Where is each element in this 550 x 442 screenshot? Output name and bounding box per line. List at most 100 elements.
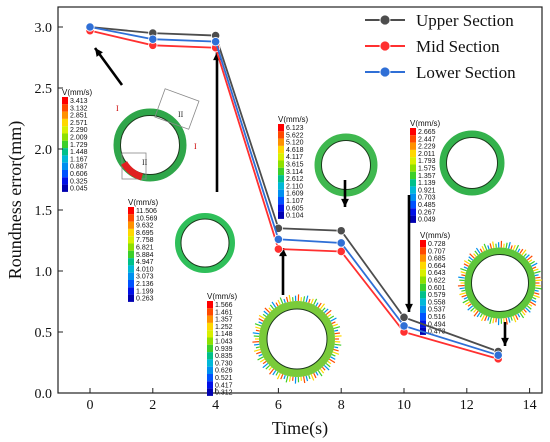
velocity-spike	[463, 300, 469, 303]
velocity-spike	[253, 333, 260, 334]
velocity-spike	[260, 359, 265, 362]
velocity-spike	[255, 324, 261, 326]
velocity-spike	[259, 322, 263, 324]
velocity-spike	[306, 376, 307, 381]
velocity-spike	[254, 344, 259, 345]
colorbar-value: 1.252	[215, 324, 233, 331]
colorbar-swatch	[278, 153, 284, 160]
colorbar-swatch	[278, 197, 284, 204]
colorbar-value: 0.626	[215, 368, 233, 375]
velocity-spike	[518, 314, 520, 317]
colorbar-title: V(mm/s)	[420, 231, 451, 240]
inset-4: V(mm/s)6.1235.6225.1204.6184.1173.6153.1…	[278, 115, 374, 220]
velocity-spike	[309, 299, 310, 303]
data-point	[86, 23, 94, 31]
colorbar-value: 1.609	[286, 191, 304, 198]
legend-label: Mid Section	[416, 37, 500, 56]
velocity-spike	[272, 302, 276, 308]
velocity-spike	[306, 296, 308, 302]
velocity-spike	[256, 330, 260, 331]
colorbar-value: 1.107	[286, 198, 304, 205]
colorbar-swatch	[62, 177, 68, 184]
velocity-spike	[324, 309, 328, 313]
colorbar-swatch	[62, 170, 68, 177]
colorbar-value: 1.729	[70, 142, 88, 149]
legend-label: Lower Section	[416, 63, 516, 82]
velocity-spike	[474, 309, 477, 312]
colorbar-swatch	[207, 301, 213, 308]
colorbar-value: 0.485	[418, 202, 436, 209]
colorbar-value: 1.461	[215, 309, 233, 316]
colorbar-swatch	[128, 265, 134, 272]
colorbar-swatch	[410, 216, 416, 223]
colorbar-swatch	[278, 190, 284, 197]
colorbar-title: V(mm/s)	[128, 198, 159, 207]
data-point	[274, 245, 282, 253]
colorbar-swatch	[128, 207, 134, 214]
legend-entry: Lower Section	[365, 63, 516, 82]
legend-label: Upper Section	[416, 11, 514, 30]
legend-marker	[380, 15, 390, 25]
colorbar-value: 0.728	[428, 241, 446, 248]
colorbar-swatch	[128, 229, 134, 236]
colorbar-swatch	[128, 295, 134, 302]
colorbar-swatch	[128, 244, 134, 251]
colorbar-value: 5.884	[136, 252, 154, 259]
velocity-spike	[524, 254, 527, 257]
velocity-spike	[286, 376, 288, 382]
arrow	[213, 52, 221, 192]
colorbar-value: 0.921	[418, 187, 436, 194]
colorbar-value: 2.665	[418, 129, 436, 136]
velocity-spike	[332, 354, 336, 356]
data-point	[211, 37, 219, 45]
x-tick-label: 2	[149, 398, 156, 413]
colorbar-value: 3.413	[70, 98, 88, 105]
data-point	[337, 239, 345, 247]
velocity-spike	[490, 317, 492, 323]
velocity-spike	[311, 299, 313, 304]
velocity-spike	[464, 267, 468, 269]
velocity-spike	[259, 319, 264, 322]
colorbar-value: 5.622	[286, 132, 304, 139]
velocity-spike	[289, 376, 290, 381]
velocity-spike	[284, 299, 285, 303]
colorbar-swatch	[410, 135, 416, 142]
velocity-spike	[511, 317, 512, 321]
velocity-spike	[474, 254, 477, 257]
velocity-spike	[332, 322, 336, 324]
velocity-spike	[480, 249, 482, 252]
region-label: I	[116, 104, 119, 113]
velocity-spike	[263, 314, 266, 316]
data-point	[337, 247, 345, 255]
colorbar-value: 7.758	[136, 237, 154, 244]
colorbar-value: 3.073	[136, 274, 154, 281]
velocity-spike	[513, 316, 515, 322]
velocity-spike	[527, 306, 531, 309]
velocity-spike	[277, 373, 280, 379]
velocity-spike	[334, 347, 338, 348]
colorbar-swatch	[410, 143, 416, 150]
colorbar-value: 3.615	[286, 162, 304, 169]
velocity-spike	[269, 308, 272, 311]
colorbar-swatch	[420, 306, 426, 313]
arrow-head	[405, 304, 413, 312]
colorbar-swatch	[62, 155, 68, 162]
velocity-spike	[471, 308, 475, 312]
ring-section	[468, 251, 532, 315]
velocity-spike	[535, 275, 539, 276]
velocity-spike	[304, 376, 305, 383]
velocity-spike	[511, 245, 512, 249]
colorbar-swatch	[420, 240, 426, 247]
colorbar-value: 6.821	[136, 245, 154, 252]
velocity-spike	[532, 297, 536, 299]
velocity-spike	[304, 296, 305, 301]
colorbar-value: 0.325	[70, 178, 88, 185]
colorbar-value: 1.448	[70, 149, 88, 156]
colorbar-value: 2.011	[418, 151, 435, 158]
colorbar-value: 4.010	[136, 266, 154, 273]
velocity-spike	[518, 249, 520, 252]
colorbar-swatch	[62, 104, 68, 111]
colorbar-swatch	[128, 273, 134, 280]
velocity-spike	[460, 269, 466, 271]
colorbar-swatch	[62, 119, 68, 126]
